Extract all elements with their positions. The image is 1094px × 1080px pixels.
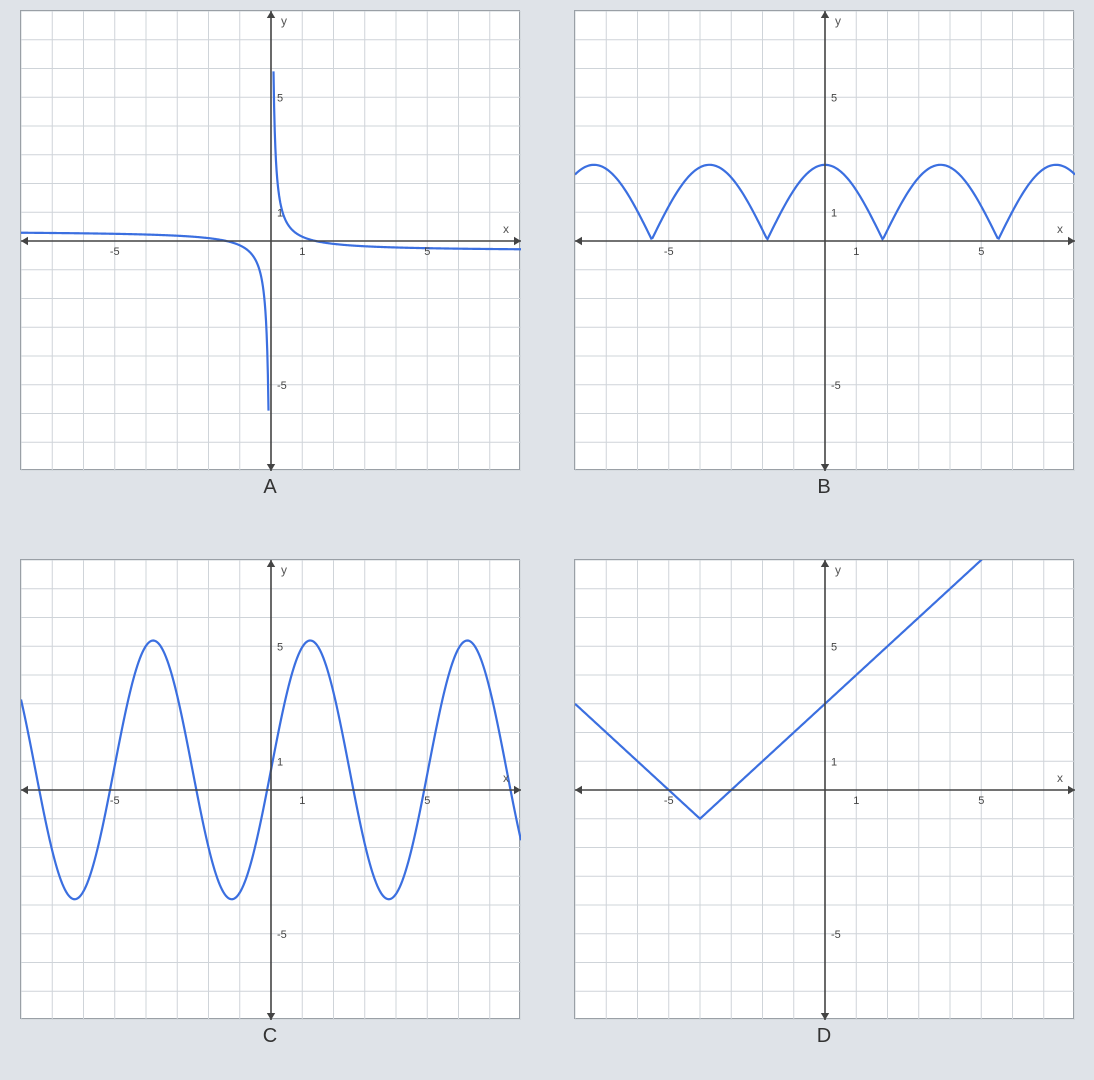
svg-text:-5: -5 bbox=[831, 929, 841, 941]
svg-text:-5: -5 bbox=[110, 795, 120, 807]
plot-A-svg: -5 1 5 -5 1 5 x y bbox=[21, 11, 521, 471]
svg-text:y: y bbox=[835, 563, 841, 577]
svg-text:5: 5 bbox=[978, 795, 984, 807]
svg-text:x: x bbox=[1057, 771, 1063, 785]
svg-text:1: 1 bbox=[853, 795, 859, 807]
svg-text:1: 1 bbox=[853, 246, 859, 258]
panel-label-D: D bbox=[817, 1025, 831, 1048]
svg-text:5: 5 bbox=[831, 92, 837, 104]
svg-text:5: 5 bbox=[424, 246, 430, 258]
axes: -5 1 5 -5 1 5 x y bbox=[575, 11, 1075, 471]
panel-B: -5 1 5 -5 1 5 x y B bbox=[562, 10, 1086, 499]
svg-text:5: 5 bbox=[978, 246, 984, 258]
svg-text:1: 1 bbox=[299, 246, 305, 258]
plot-B: -5 1 5 -5 1 5 x y bbox=[574, 10, 1074, 470]
axes: -5 1 5 -5 1 5 x y bbox=[21, 11, 521, 471]
svg-text:-5: -5 bbox=[277, 380, 287, 392]
svg-text:x: x bbox=[503, 771, 509, 785]
axes: -5 1 5 -5 1 5 x y bbox=[21, 560, 521, 1020]
curve-A bbox=[274, 71, 522, 249]
axes: -5 1 5 -5 1 5 x y bbox=[575, 560, 1075, 1020]
svg-text:y: y bbox=[281, 14, 287, 28]
panel-A: -5 1 5 -5 1 5 x y A bbox=[8, 10, 532, 499]
plot-C-svg: -5 1 5 -5 1 5 x y bbox=[21, 560, 521, 1020]
svg-text:y: y bbox=[835, 14, 841, 28]
plot-B-svg: -5 1 5 -5 1 5 x y bbox=[575, 11, 1075, 471]
svg-text:x: x bbox=[1057, 222, 1063, 236]
svg-text:5: 5 bbox=[277, 641, 283, 653]
svg-text:5: 5 bbox=[424, 795, 430, 807]
svg-text:1: 1 bbox=[277, 207, 283, 219]
panel-label-B: B bbox=[817, 476, 830, 499]
svg-text:-5: -5 bbox=[664, 246, 674, 258]
svg-text:1: 1 bbox=[831, 756, 837, 768]
curve-A bbox=[21, 233, 269, 411]
plot-D: -5 1 5 -5 1 5 x y bbox=[574, 559, 1074, 1019]
plot-C: -5 1 5 -5 1 5 x y bbox=[20, 559, 520, 1019]
svg-text:y: y bbox=[281, 563, 287, 577]
panel-C: -5 1 5 -5 1 5 x y C bbox=[8, 559, 532, 1048]
svg-text:x: x bbox=[503, 222, 509, 236]
svg-text:-5: -5 bbox=[110, 246, 120, 258]
svg-text:1: 1 bbox=[299, 795, 305, 807]
svg-text:5: 5 bbox=[277, 92, 283, 104]
plot-A: -5 1 5 -5 1 5 x y bbox=[20, 10, 520, 470]
svg-text:5: 5 bbox=[831, 641, 837, 653]
svg-text:-5: -5 bbox=[664, 795, 674, 807]
panel-label-A: A bbox=[263, 476, 276, 499]
svg-text:1: 1 bbox=[831, 207, 837, 219]
svg-text:1: 1 bbox=[277, 756, 283, 768]
svg-text:-5: -5 bbox=[831, 380, 841, 392]
plot-D-svg: -5 1 5 -5 1 5 x y bbox=[575, 560, 1075, 1020]
panel-D: -5 1 5 -5 1 5 x y D bbox=[562, 559, 1086, 1048]
panel-label-C: C bbox=[263, 1025, 277, 1048]
svg-text:-5: -5 bbox=[277, 929, 287, 941]
